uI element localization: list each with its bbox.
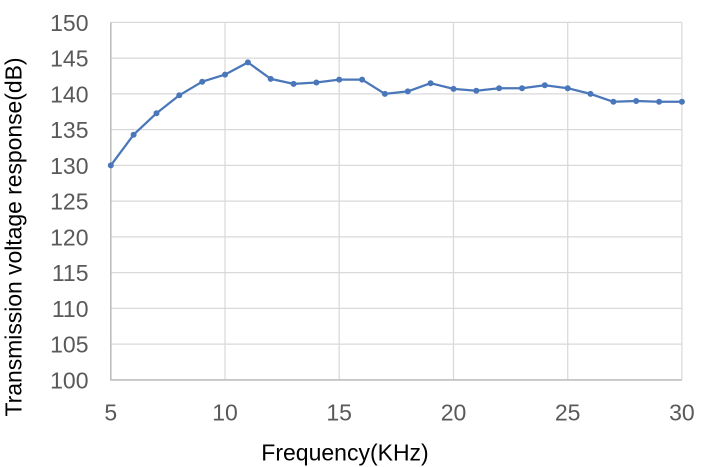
svg-text:100: 100 xyxy=(50,367,88,393)
svg-text:Frequency(KHz): Frequency(KHz) xyxy=(261,440,428,466)
svg-text:120: 120 xyxy=(50,224,88,250)
svg-text:135: 135 xyxy=(50,117,88,143)
svg-text:125: 125 xyxy=(50,189,88,215)
svg-text:140: 140 xyxy=(50,81,88,107)
svg-text:150: 150 xyxy=(50,10,88,36)
svg-text:20: 20 xyxy=(441,400,467,426)
svg-text:5: 5 xyxy=(104,400,117,426)
svg-text:130: 130 xyxy=(50,153,88,179)
svg-text:30: 30 xyxy=(669,400,695,426)
svg-text:25: 25 xyxy=(555,400,581,426)
svg-text:115: 115 xyxy=(52,260,89,286)
svg-text:10: 10 xyxy=(212,400,238,426)
svg-text:Transmission voltage response(: Transmission voltage response(dB) xyxy=(0,58,26,417)
svg-text:105: 105 xyxy=(50,332,88,358)
svg-text:145: 145 xyxy=(50,46,88,72)
svg-text:110: 110 xyxy=(52,296,89,322)
svg-text:15: 15 xyxy=(326,400,352,426)
